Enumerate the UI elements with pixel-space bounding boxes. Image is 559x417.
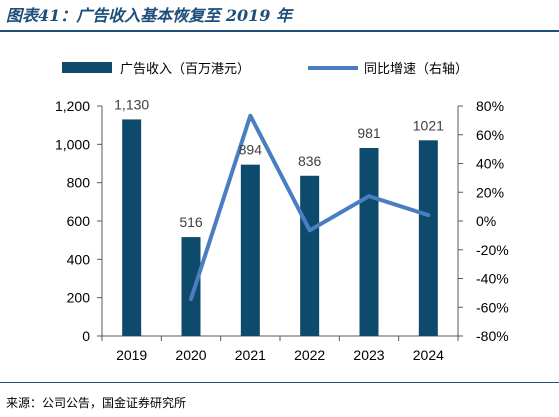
x-tick-label: 2023 [353, 347, 384, 363]
x-tick-label: 2019 [116, 347, 147, 363]
bar-data-label: 981 [357, 125, 381, 141]
right-tick-label: 0% [476, 213, 496, 229]
bar-data-label: 1,130 [114, 96, 149, 112]
legend-line-label: 同比增速（右轴） [364, 61, 468, 76]
right-y-axis: -80% -60% -40% -20% 0% 20% 40% 60% 80% [457, 98, 509, 344]
right-tick-label: 60% [476, 127, 504, 143]
bar [122, 119, 142, 337]
bar [418, 140, 438, 336]
data-labels: 1,130 516 894 836 981 1021 [114, 96, 444, 230]
x-tick-label: 2024 [413, 347, 444, 363]
left-tick-label: 200 [67, 290, 91, 306]
left-tick-label: 1,200 [55, 98, 90, 114]
left-tick-label: 800 [67, 175, 91, 191]
bar-data-label: 1021 [413, 117, 444, 133]
x-tick-label: 2020 [175, 347, 206, 363]
left-tick-label: 600 [67, 213, 91, 229]
source-note: 来源：公司公告，国金证券研究所 [6, 396, 187, 410]
bar [359, 147, 379, 336]
x-tick-label: 2022 [294, 347, 325, 363]
bar [300, 175, 320, 336]
legend-bar-label: 广告收入（百万港元） [120, 61, 250, 76]
growth-line [189, 113, 431, 302]
title-divider [0, 30, 559, 32]
left-tick-label: 0 [82, 328, 90, 344]
bar-series [122, 119, 438, 337]
legend-bar-swatch [62, 62, 112, 73]
line-series [189, 113, 431, 302]
left-tick-label: 1,000 [55, 136, 90, 152]
bar [181, 237, 201, 336]
legend: 广告收入（百万港元） 同比增速（右轴） [62, 61, 468, 76]
right-tick-label: -80% [476, 328, 509, 344]
x-axis: 2019 2020 2021 2022 2023 2024 [101, 335, 459, 363]
right-tick-label: -40% [476, 271, 509, 287]
left-y-axis: 0 200 400 600 800 1,000 1,200 [55, 98, 103, 344]
right-tick-label: 20% [476, 184, 504, 200]
bar-data-label: 836 [298, 153, 322, 169]
bar [240, 164, 260, 336]
bar-data-label: 894 [239, 142, 263, 158]
right-tick-label: -60% [476, 299, 509, 315]
bar-data-label: 516 [179, 214, 203, 230]
right-tick-label: 40% [476, 156, 504, 172]
source-divider [0, 382, 559, 383]
page-title: 图表41：广告收入基本恢复至 2019 年 [6, 6, 292, 25]
right-tick-label: 80% [476, 98, 504, 114]
x-tick-label: 2021 [235, 347, 266, 363]
left-tick-label: 400 [67, 251, 91, 267]
right-tick-label: -20% [476, 242, 509, 258]
